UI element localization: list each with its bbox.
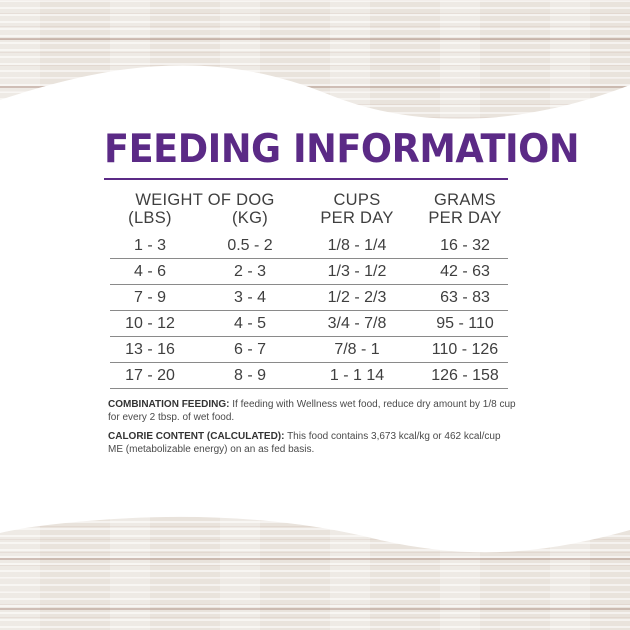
plank-seam xyxy=(0,86,630,88)
cell-kg: 3 - 4 xyxy=(233,289,266,306)
cell-lbs: 7 - 9 xyxy=(133,289,166,306)
calorie-content-note: CALORIE CONTENT (CALCULATED): This food … xyxy=(108,430,518,456)
row-divider xyxy=(110,310,508,311)
row-divider xyxy=(110,388,508,389)
cell-cups: 3/4 - 7/8 xyxy=(327,315,387,332)
title-underline xyxy=(104,178,508,180)
cell-lbs: 1 - 3 xyxy=(133,237,166,254)
header-kg: (KG) xyxy=(231,209,269,227)
top-wave-shape xyxy=(0,65,630,140)
cell-cups: 1 - 1 14 xyxy=(329,367,385,384)
combination-feeding-note: COMBINATION FEEDING: If feeding with Wel… xyxy=(108,398,518,424)
cell-cups: 1/8 - 1/4 xyxy=(327,237,387,254)
calorie-content-text: This food contains 3,673 kcal/kg or 462 … xyxy=(108,431,501,455)
cell-lbs: 10 - 12 xyxy=(125,315,175,332)
cell-grams: 63 - 83 xyxy=(440,289,490,306)
cell-kg: 8 - 9 xyxy=(233,367,266,384)
row-divider xyxy=(110,258,508,259)
cell-kg: 2 - 3 xyxy=(233,263,266,280)
cell-cups: 1/3 - 1/2 xyxy=(327,263,387,280)
plank-seam xyxy=(0,608,630,610)
cell-grams: 16 - 32 xyxy=(440,237,490,254)
plank-seam xyxy=(0,38,630,40)
header-lbs: (LBS) xyxy=(128,209,172,227)
combination-feeding-text: If feeding with Wellness wet food, reduc… xyxy=(108,399,516,423)
cell-kg: 6 - 7 xyxy=(233,341,266,358)
header-weight-of-dog: WEIGHT OF DOG xyxy=(135,191,275,209)
bottom-wave-shape xyxy=(0,495,630,553)
cell-kg: 0.5 - 2 xyxy=(227,237,273,254)
cell-lbs: 17 - 20 xyxy=(125,367,175,384)
header-cups-per-day: PER DAY xyxy=(320,209,394,227)
header-cups: CUPS xyxy=(333,191,381,209)
header-grams: GRAMS xyxy=(433,191,496,209)
header-grams-per-day: PER DAY xyxy=(428,209,502,227)
row-divider xyxy=(110,362,508,363)
row-divider xyxy=(110,336,508,337)
cell-lbs: 13 - 16 xyxy=(125,341,175,358)
cell-grams: 95 - 110 xyxy=(436,315,494,332)
combination-feeding-label: COMBINATION FEEDING: xyxy=(108,399,230,410)
cell-cups: 1/2 - 2/3 xyxy=(327,289,387,306)
cell-grams: 126 - 158 xyxy=(431,367,499,384)
cell-grams: 42 - 63 xyxy=(440,263,490,280)
cell-lbs: 4 - 6 xyxy=(133,263,166,280)
cell-kg: 4 - 5 xyxy=(233,315,266,332)
page-title: FEEDING INFORMATION xyxy=(104,127,580,172)
row-divider xyxy=(110,284,508,285)
cell-cups: 7/8 - 1 xyxy=(334,341,380,358)
cell-grams: 110 - 126 xyxy=(431,341,499,358)
plank-seam xyxy=(0,558,630,560)
calorie-content-label: CALORIE CONTENT (CALCULATED): xyxy=(108,431,285,442)
